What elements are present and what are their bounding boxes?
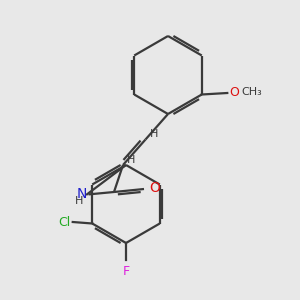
Text: H: H	[75, 196, 83, 206]
Text: Cl: Cl	[58, 215, 70, 229]
Text: F: F	[122, 265, 130, 278]
Text: H: H	[150, 129, 158, 139]
Text: CH₃: CH₃	[242, 87, 262, 98]
Text: O: O	[229, 86, 238, 99]
Text: O: O	[149, 182, 160, 195]
Text: N: N	[76, 187, 87, 201]
Text: H: H	[127, 154, 136, 165]
